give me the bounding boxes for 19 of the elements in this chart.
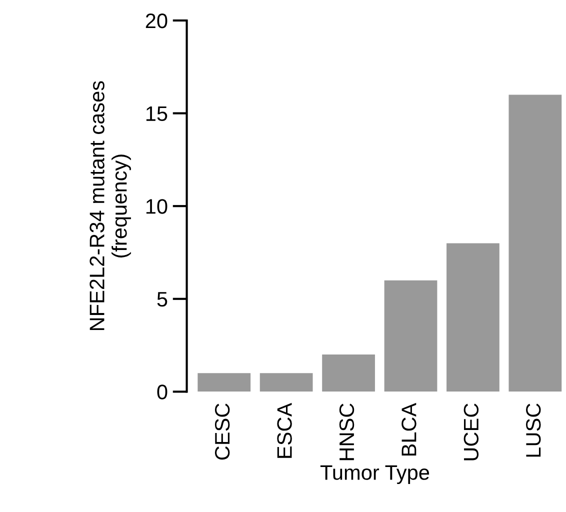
x-tick-label: BLCA [402, 402, 416, 456]
bar [322, 354, 375, 392]
y-tick-label: 15 [146, 106, 168, 122]
bar [260, 373, 313, 392]
bar [384, 280, 438, 392]
bar [508, 94, 562, 392]
y-tick-label: 0 [157, 384, 168, 400]
x-tick-label: CESC [214, 404, 230, 460]
bar [198, 373, 251, 392]
x-tick-label: ESCA [277, 402, 292, 458]
bar [446, 243, 500, 392]
y-tick-label: 20 [146, 13, 168, 28]
y-tick-label: 5 [157, 292, 168, 307]
y-tick-label: 10 [146, 199, 168, 214]
y-axis-title: NFE2L2-R34 mutant cases (frequency) [90, 81, 131, 330]
x-axis-title: Tumor Type [320, 465, 430, 484]
x-tick-label: HNSC [339, 404, 354, 460]
x-tick-label: UCEC [464, 404, 479, 460]
x-tick-label: LUSC [526, 404, 541, 457]
